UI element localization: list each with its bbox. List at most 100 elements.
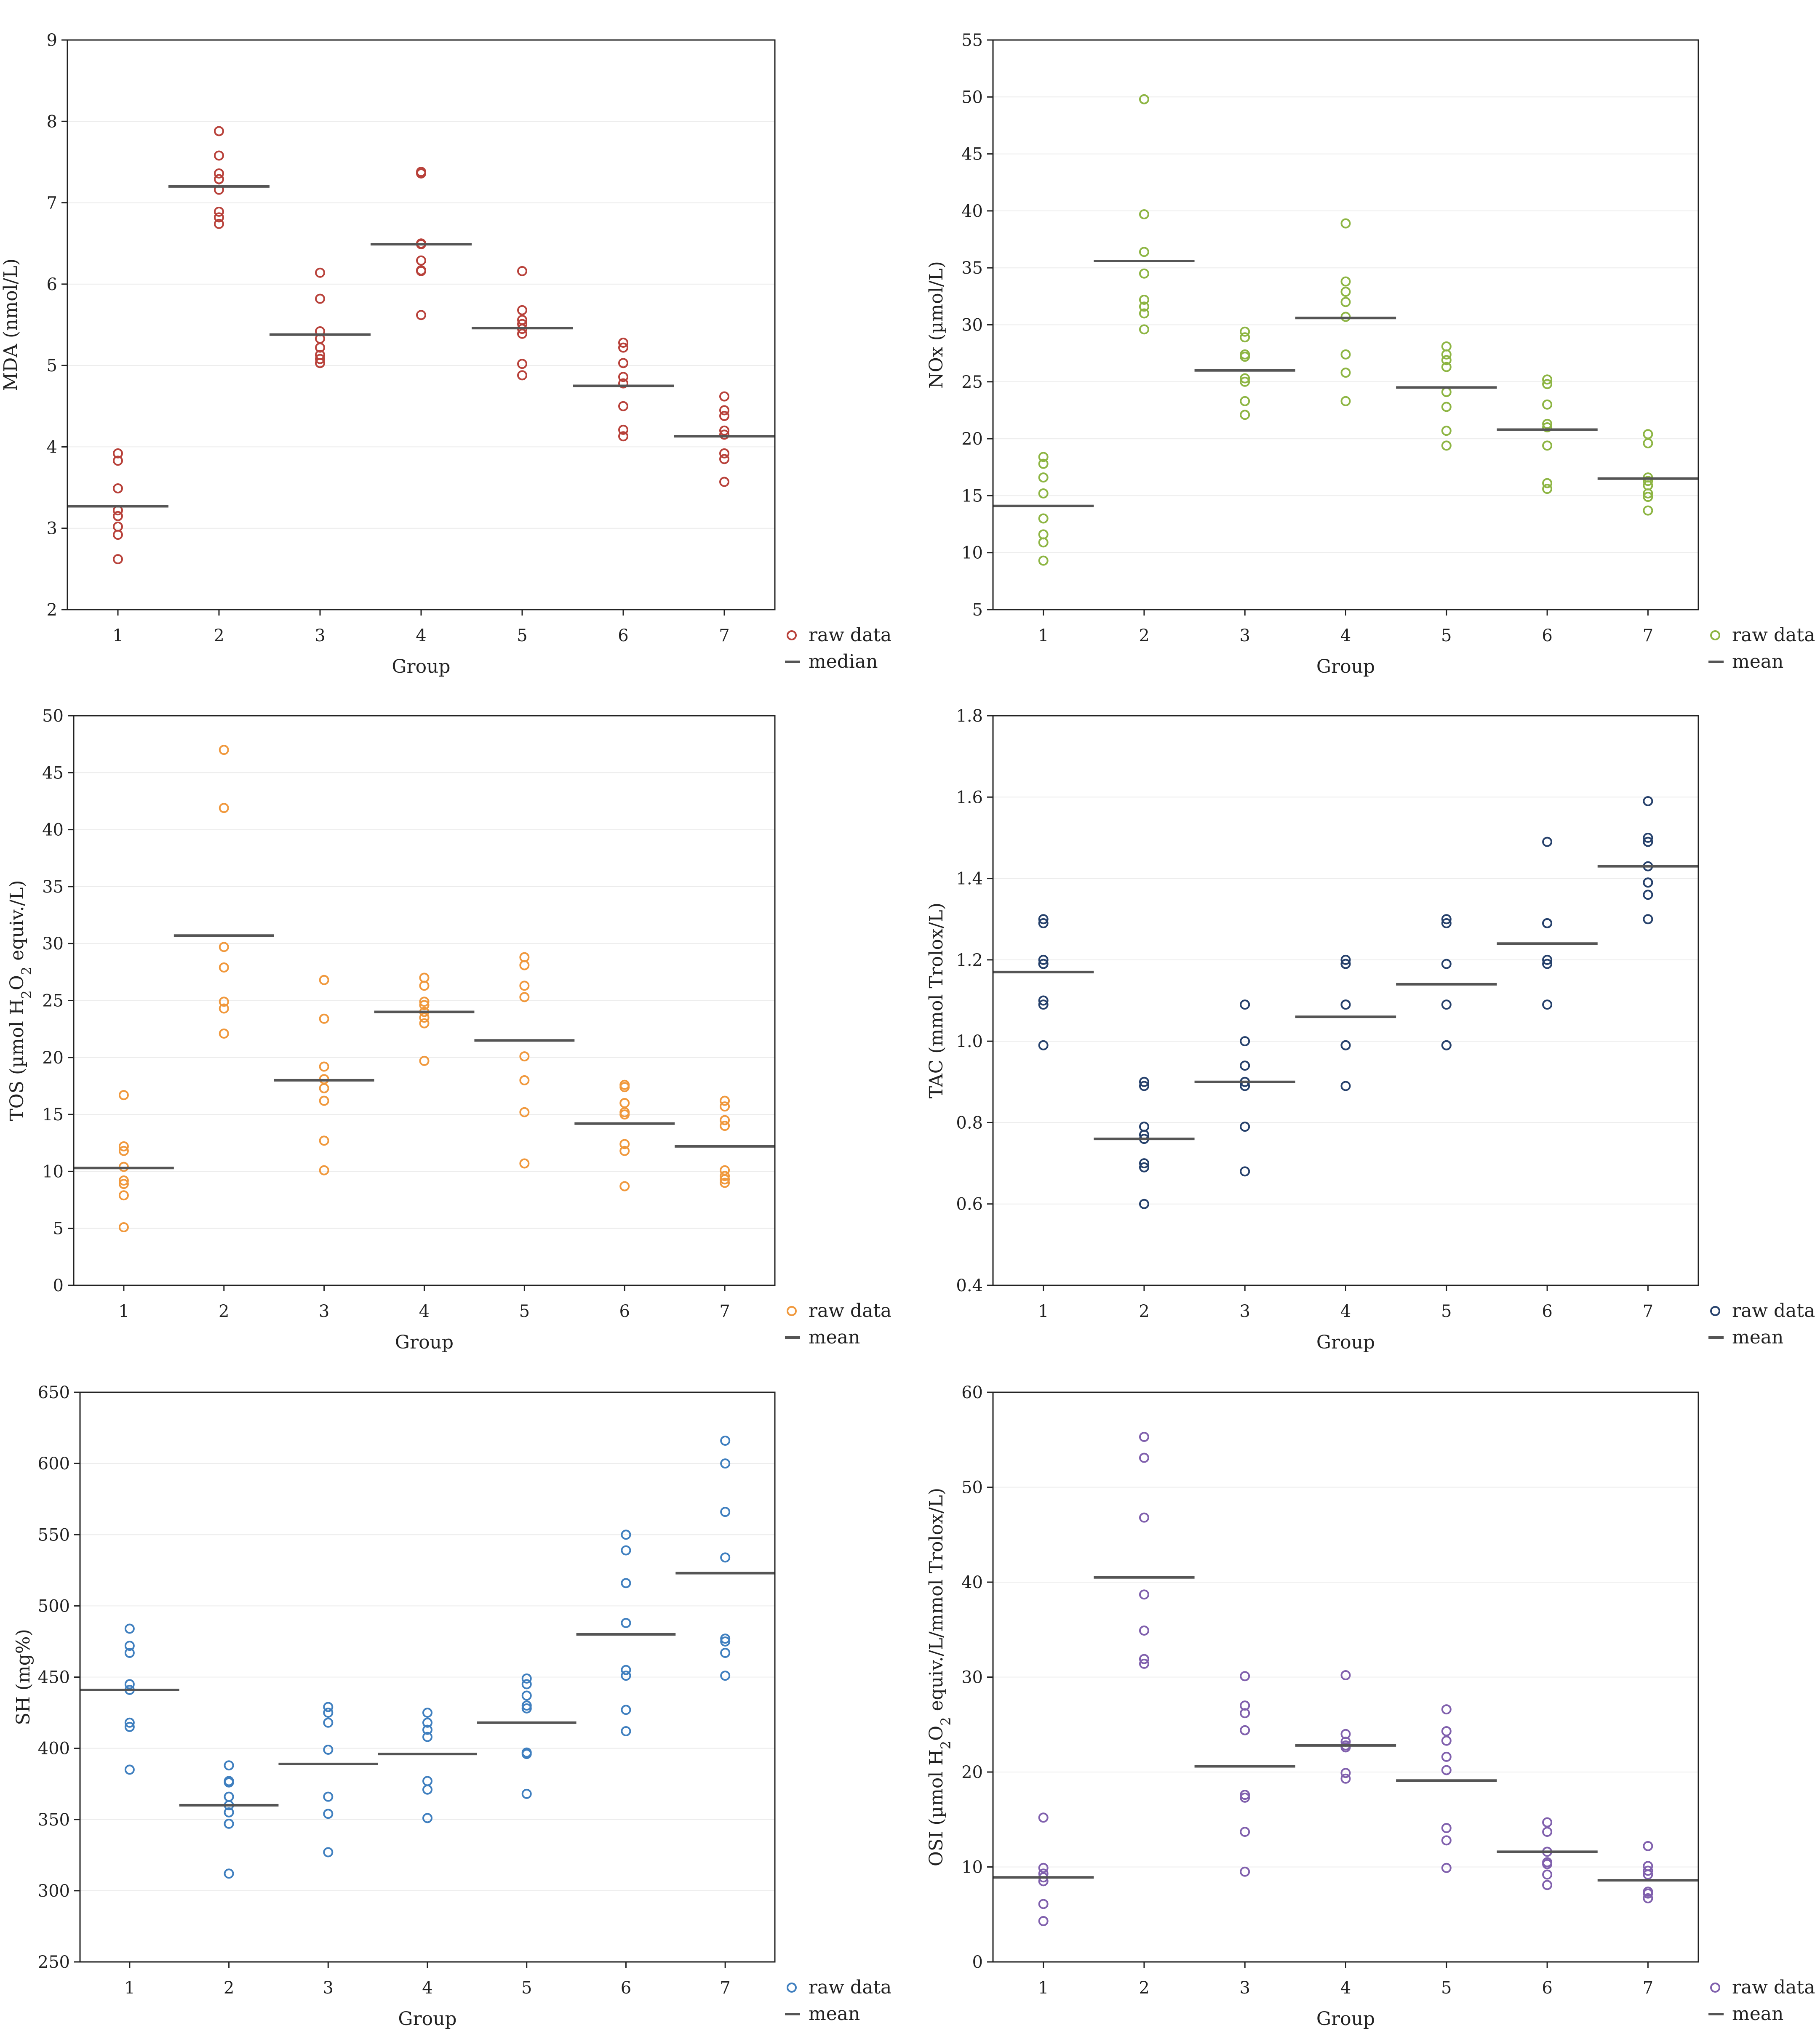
- data-point: [422, 1813, 432, 1823]
- y-axis-title-subscript: 2: [19, 967, 35, 975]
- chart-panel-1: 2 3 4 5 6 7 8 9 1 2 3 4 5 6 7 Group MDA (nmol/L) raw data…: [0, 31, 891, 677]
- legend-label-mean: mean: [1732, 651, 1783, 672]
- data-point: [521, 1703, 532, 1714]
- data-point: [1441, 402, 1452, 412]
- plot-frame: [67, 39, 776, 610]
- x-tick-label: 3: [1239, 1302, 1250, 1321]
- y-tick-label: 600: [38, 1454, 70, 1474]
- data-point: [517, 359, 527, 369]
- data-point: [1139, 294, 1149, 305]
- x-tick-label: 6: [1542, 1978, 1552, 1998]
- data-point: [719, 410, 729, 421]
- y-tick-label: 50: [961, 1478, 983, 1498]
- y-tick-label: 5: [972, 600, 983, 620]
- data-point: [1139, 268, 1149, 279]
- y-tick-label: 1.6: [956, 788, 983, 807]
- data-point: [1340, 999, 1351, 1010]
- data-point: [1340, 1081, 1351, 1091]
- data-point: [720, 1115, 730, 1125]
- data-point: [1139, 94, 1149, 104]
- x-tick-label: 7: [1643, 626, 1653, 645]
- data-point: [224, 1791, 234, 1802]
- data-point: [315, 354, 325, 364]
- x-tick-label: 2: [214, 626, 224, 645]
- data-point: [1441, 440, 1452, 451]
- data-point: [214, 174, 224, 184]
- x-tick-label: 4: [416, 626, 426, 645]
- x-tick-label: 1: [112, 626, 123, 645]
- data-point: [1441, 1863, 1452, 1873]
- data-point: [619, 1098, 630, 1109]
- x-tick-label: 2: [1139, 1302, 1149, 1321]
- data-point: [1340, 1729, 1351, 1739]
- data-point: [113, 456, 123, 466]
- data-point: [720, 1634, 731, 1644]
- data-point: [1240, 1866, 1250, 1877]
- x-tick-label: 4: [419, 1302, 430, 1321]
- data-point: [219, 997, 229, 1007]
- data-point: [124, 1623, 135, 1634]
- data-point: [720, 1507, 731, 1517]
- data-point: [521, 1700, 532, 1711]
- data-point: [323, 1791, 334, 1802]
- data-point: [719, 391, 729, 402]
- data-point: [118, 1146, 129, 1156]
- y-axis-title: OSI (µmol H2O2 equiv./L/mmol Trolox/L): [926, 1488, 954, 1866]
- data-point: [1441, 1040, 1452, 1050]
- data-point: [1643, 877, 1653, 888]
- data-point: [323, 1847, 334, 1857]
- data-point: [720, 1178, 730, 1188]
- data-point: [621, 1671, 631, 1681]
- data-point: [1441, 362, 1452, 372]
- y-axis-title-subscript: 2: [938, 1717, 954, 1725]
- data-point: [519, 1158, 530, 1169]
- data-point: [517, 314, 527, 325]
- y-tick-label: 40: [961, 1573, 983, 1592]
- data-point: [419, 1018, 430, 1029]
- data-point: [1038, 914, 1049, 925]
- data-point: [113, 521, 123, 532]
- data-point: [113, 483, 123, 494]
- y-axis-title-part: O: [6, 975, 28, 990]
- data-point: [118, 1090, 129, 1101]
- data-point: [519, 1051, 530, 1062]
- legend-marker-raw: [787, 1306, 797, 1316]
- data-point: [720, 1636, 731, 1647]
- legend-label-raw: raw data: [1732, 1977, 1815, 1998]
- data-point: [1643, 505, 1653, 516]
- data-point: [519, 981, 530, 991]
- data-point: [224, 1807, 234, 1817]
- data-point: [1139, 1452, 1149, 1463]
- data-point: [1441, 1823, 1452, 1833]
- data-point: [519, 992, 530, 1002]
- plot-frame: [73, 715, 776, 1286]
- data-point: [1038, 452, 1049, 462]
- data-point: [1441, 426, 1452, 436]
- data-point: [1038, 918, 1049, 928]
- data-point: [113, 554, 123, 565]
- data-point: [1340, 1773, 1351, 1784]
- data-point: [720, 1171, 730, 1181]
- data-point: [621, 1618, 631, 1628]
- y-axis-title-part: O: [926, 1726, 947, 1741]
- legend-marker-raw: [787, 1983, 797, 1993]
- y-tick-label: 650: [38, 1383, 70, 1402]
- data-point: [621, 1726, 631, 1737]
- y-tick-label: 400: [38, 1739, 70, 1759]
- data-point: [1643, 1893, 1653, 1903]
- y-tick-label: 1.0: [956, 1032, 983, 1051]
- data-point: [422, 1717, 432, 1728]
- data-point: [619, 1146, 630, 1156]
- y-axis-title-subscript: 2: [938, 1741, 954, 1749]
- data-point: [1542, 959, 1553, 969]
- data-point: [619, 1181, 630, 1191]
- y-tick-label: 1.4: [956, 869, 983, 889]
- data-point: [619, 1139, 630, 1149]
- data-point: [1441, 341, 1452, 352]
- y-tick-label: 7: [47, 194, 57, 213]
- data-point: [720, 1101, 730, 1112]
- data-point: [517, 328, 527, 339]
- chart-panel-4: 0.4 0.6 0.8 1.0 1.2 1.4 1.6 1.8 1 2 3 4 5 6 7 Group TAC …: [926, 706, 1815, 1353]
- data-point: [517, 305, 527, 315]
- data-point: [1542, 954, 1553, 965]
